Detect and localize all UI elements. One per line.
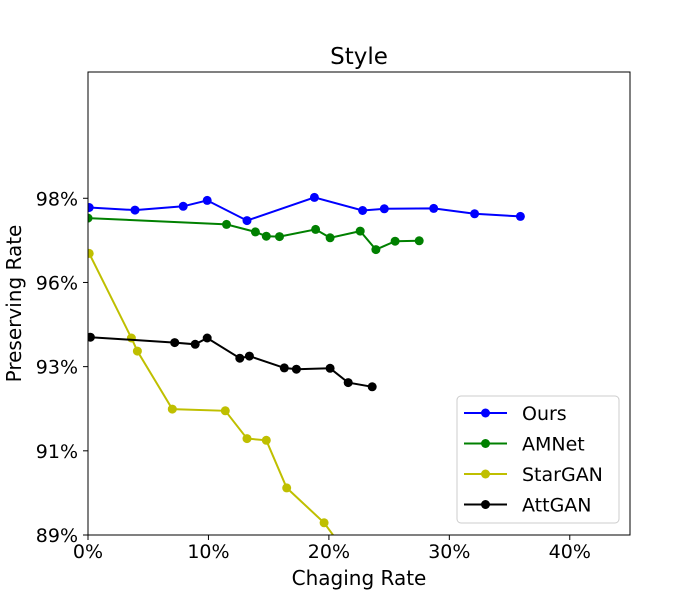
x-axis: 0% 10% 20% 30% 40% xyxy=(73,535,591,563)
data-point-attgan xyxy=(235,353,245,363)
data-point-amnet xyxy=(275,232,284,242)
data-point-amnet xyxy=(355,226,365,236)
legend-label-stargan: StarGAN xyxy=(522,464,603,486)
legend-marker-attgan xyxy=(481,500,490,509)
data-point-stargan xyxy=(167,404,177,414)
data-point-attgan xyxy=(202,333,212,343)
data-point-amnet xyxy=(250,227,260,237)
data-point-stargan xyxy=(242,434,252,444)
legend-marker-ours xyxy=(481,408,490,418)
data-point-attgan xyxy=(343,378,353,388)
legend-marker-amnet xyxy=(481,439,490,448)
data-point-stargan xyxy=(88,248,94,258)
data-point-ours xyxy=(242,216,252,226)
data-point-ours xyxy=(470,209,480,219)
x-tick-label: 40% xyxy=(549,541,591,563)
x-tick-label: 0% xyxy=(73,541,103,563)
series-amnet xyxy=(88,213,424,255)
data-point-amnet xyxy=(414,236,424,246)
data-point-amnet xyxy=(371,245,381,255)
data-point-ours xyxy=(379,204,389,214)
series-attgan xyxy=(88,332,377,392)
x-tick-label: 10% xyxy=(187,541,229,563)
x-tick-label: 20% xyxy=(308,541,350,563)
x-tick-label: 30% xyxy=(428,541,470,563)
series-line-attgan xyxy=(90,336,373,388)
y-tick-label: 89% xyxy=(36,525,78,547)
data-point-attgan xyxy=(190,339,200,349)
data-point-ours xyxy=(358,206,368,215)
data-point-attgan xyxy=(279,363,289,373)
data-point-ours xyxy=(178,201,188,211)
data-point-attgan xyxy=(244,351,254,361)
legend-label-attgan: AttGAN xyxy=(522,495,592,517)
series-stargan xyxy=(88,248,338,535)
y-axis: 89% 91% 93% 96% 98% xyxy=(36,188,88,547)
data-point-attgan xyxy=(325,363,335,373)
data-point-stargan xyxy=(220,406,230,416)
data-point-attgan xyxy=(170,338,180,348)
data-point-stargan xyxy=(319,518,329,528)
y-tick-label: 93% xyxy=(36,357,78,379)
y-axis-label: Preserving Rate xyxy=(2,225,26,383)
data-point-amnet xyxy=(88,213,93,223)
axes-frame xyxy=(87,71,631,536)
data-point-amnet xyxy=(311,224,321,234)
series-line-ours xyxy=(89,196,521,222)
data-point-amnet xyxy=(325,233,335,243)
y-tick-label: 91% xyxy=(36,441,78,463)
x-axis-label: Chaging Rate xyxy=(292,566,427,590)
chart-title: Style xyxy=(330,44,388,70)
data-point-ours xyxy=(88,203,94,212)
data-point-stargan xyxy=(126,333,136,343)
plot-area xyxy=(88,192,525,535)
data-point-attgan xyxy=(88,332,95,342)
data-point-ours xyxy=(130,205,140,215)
series-ours xyxy=(88,192,525,226)
data-point-ours xyxy=(202,195,212,205)
data-point-amnet xyxy=(261,231,271,241)
legend-marker-stargan xyxy=(481,469,490,479)
data-point-ours xyxy=(515,211,525,221)
data-point-amnet xyxy=(222,219,231,229)
series-line-stargan xyxy=(88,252,335,535)
data-point-ours xyxy=(429,203,439,213)
legend-label-amnet: AMNet xyxy=(522,434,585,456)
data-point-amnet xyxy=(390,236,400,246)
data-point-attgan xyxy=(291,364,301,374)
legend-label-ours: Ours xyxy=(522,403,567,425)
data-point-attgan xyxy=(367,382,377,392)
y-tick-label: 96% xyxy=(36,272,78,294)
data-point-ours xyxy=(309,192,319,202)
data-point-stargan xyxy=(261,435,271,445)
data-point-stargan xyxy=(132,346,142,356)
legend: Ours AMNet StarGAN AttGAN xyxy=(456,395,620,524)
y-tick-label: 98% xyxy=(36,188,78,210)
data-point-stargan xyxy=(282,483,292,493)
legend-box xyxy=(456,395,620,524)
